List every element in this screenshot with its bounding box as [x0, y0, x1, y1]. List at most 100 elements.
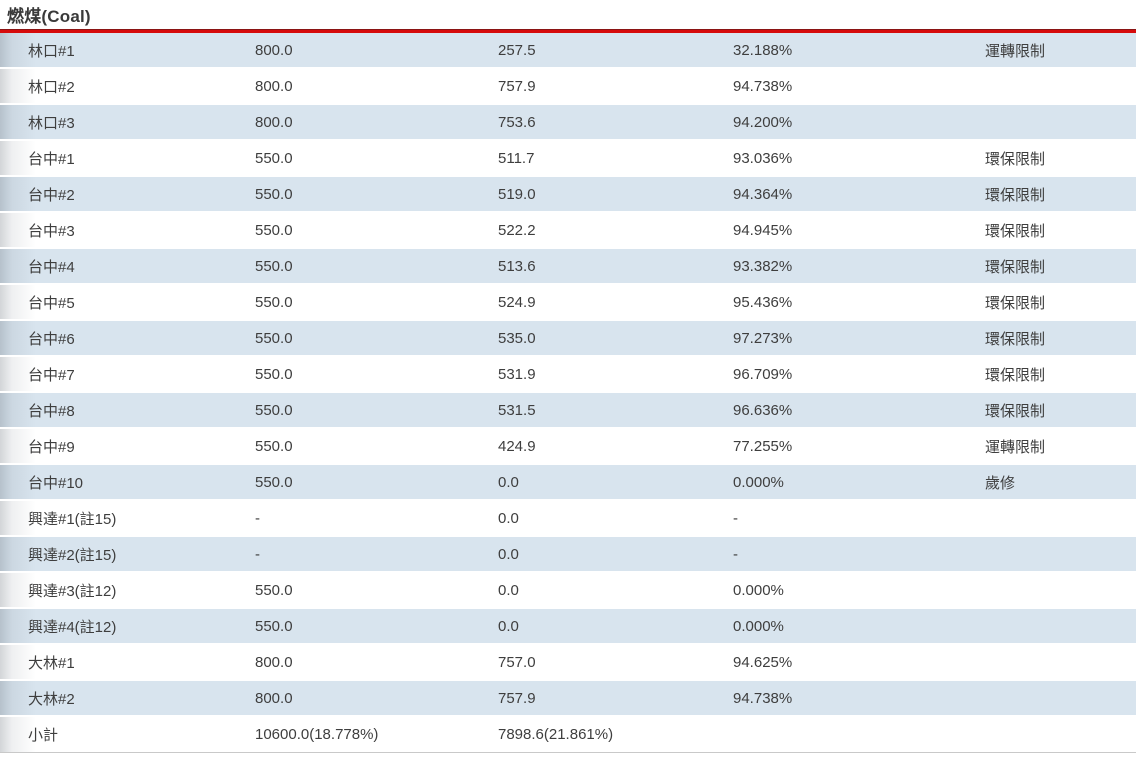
table-row: 大林#2 800.0 757.9 94.738% [0, 681, 1136, 717]
capacity-cell: 550.0 [227, 213, 470, 249]
table-row: 林口#3 800.0 753.6 94.200% [0, 105, 1136, 141]
table-row: 台中#6 550.0 535.0 97.273% 環保限制 [0, 321, 1136, 357]
unit-name-cell: 台中#4 [0, 249, 227, 285]
status-note-cell: 環保限制 [957, 249, 1136, 285]
capacity-cell: 800.0 [227, 69, 470, 105]
capacity-cell: - [227, 537, 470, 573]
table-row: 興達#1(註15) - 0.0 - [0, 501, 1136, 537]
status-note-cell: 環保限制 [957, 321, 1136, 357]
table-row: 台中#1 550.0 511.7 93.036% 環保限制 [0, 141, 1136, 177]
unit-name-cell: 林口#3 [0, 105, 227, 141]
unit-name-cell: 台中#3 [0, 213, 227, 249]
coal-units-table: 林口#1 800.0 257.5 32.188% 運轉限制 林口#2 800.0… [0, 33, 1136, 753]
capacity-cell: 800.0 [227, 681, 470, 717]
output-cell: 753.6 [470, 105, 705, 141]
unit-name-cell: 興達#1(註15) [0, 501, 227, 537]
percent-cell: 94.625% [705, 645, 957, 681]
capacity-cell: 550.0 [227, 141, 470, 177]
percent-cell: 96.636% [705, 393, 957, 429]
status-note-cell [957, 645, 1136, 681]
unit-name-cell: 台中#7 [0, 357, 227, 393]
capacity-cell: 800.0 [227, 33, 470, 69]
percent-cell: - [705, 537, 957, 573]
unit-name-cell: 興達#4(註12) [0, 609, 227, 645]
table-row: 興達#2(註15) - 0.0 - [0, 537, 1136, 573]
output-cell: 519.0 [470, 177, 705, 213]
unit-name-cell: 台中#1 [0, 141, 227, 177]
percent-cell: 93.382% [705, 249, 957, 285]
status-note-cell: 環保限制 [957, 357, 1136, 393]
section-header: 燃煤(Coal) [0, 0, 1136, 29]
percent-cell: 77.255% [705, 429, 957, 465]
unit-name-cell: 台中#10 [0, 465, 227, 501]
unit-name-cell: 台中#5 [0, 285, 227, 321]
table-row: 台中#2 550.0 519.0 94.364% 環保限制 [0, 177, 1136, 213]
capacity-cell: 550.0 [227, 285, 470, 321]
table-row: 小計 10600.0(18.778%) 7898.6(21.861%) [0, 717, 1136, 753]
output-cell: 531.9 [470, 357, 705, 393]
output-cell: 524.9 [470, 285, 705, 321]
status-note-cell: 歲修 [957, 465, 1136, 501]
output-cell: 535.0 [470, 321, 705, 357]
status-note-cell: 環保限制 [957, 285, 1136, 321]
status-note-cell: 環保限制 [957, 213, 1136, 249]
table-row: 大林#1 800.0 757.0 94.625% [0, 645, 1136, 681]
table-row: 林口#2 800.0 757.9 94.738% [0, 69, 1136, 105]
output-cell: 0.0 [470, 465, 705, 501]
status-note-cell [957, 105, 1136, 141]
percent-cell: 0.000% [705, 573, 957, 609]
percent-cell: 0.000% [705, 609, 957, 645]
status-note-cell [957, 501, 1136, 537]
output-cell: 257.5 [470, 33, 705, 69]
output-cell: 757.9 [470, 681, 705, 717]
table-row: 興達#3(註12) 550.0 0.0 0.000% [0, 573, 1136, 609]
status-note-cell [957, 681, 1136, 717]
percent-cell: 94.200% [705, 105, 957, 141]
table-row: 台中#9 550.0 424.9 77.255% 運轉限制 [0, 429, 1136, 465]
table-row: 台中#10 550.0 0.0 0.000% 歲修 [0, 465, 1136, 501]
output-cell: 0.0 [470, 537, 705, 573]
percent-cell: 93.036% [705, 141, 957, 177]
capacity-cell: 550.0 [227, 177, 470, 213]
output-cell: 0.0 [470, 573, 705, 609]
output-cell: 531.5 [470, 393, 705, 429]
table-row: 興達#4(註12) 550.0 0.0 0.000% [0, 609, 1136, 645]
capacity-cell: 550.0 [227, 249, 470, 285]
percent-cell: 97.273% [705, 321, 957, 357]
status-note-cell [957, 609, 1136, 645]
table-row: 台中#4 550.0 513.6 93.382% 環保限制 [0, 249, 1136, 285]
capacity-cell: 800.0 [227, 645, 470, 681]
unit-name-cell: 小計 [0, 717, 227, 753]
unit-name-cell: 台中#8 [0, 393, 227, 429]
percent-cell: 94.945% [705, 213, 957, 249]
capacity-cell: 550.0 [227, 609, 470, 645]
status-note-cell: 環保限制 [957, 177, 1136, 213]
unit-name-cell: 興達#2(註15) [0, 537, 227, 573]
output-cell: 757.9 [470, 69, 705, 105]
table-row: 台中#7 550.0 531.9 96.709% 環保限制 [0, 357, 1136, 393]
section-title: 燃煤(Coal) [7, 7, 91, 26]
table-row: 台中#5 550.0 524.9 95.436% 環保限制 [0, 285, 1136, 321]
capacity-cell: 550.0 [227, 465, 470, 501]
output-cell: 511.7 [470, 141, 705, 177]
percent-cell: - [705, 501, 957, 537]
status-note-cell: 運轉限制 [957, 33, 1136, 69]
status-note-cell: 環保限制 [957, 393, 1136, 429]
status-note-cell [957, 573, 1136, 609]
percent-cell: 32.188% [705, 33, 957, 69]
unit-name-cell: 台中#6 [0, 321, 227, 357]
table-row: 台中#8 550.0 531.5 96.636% 環保限制 [0, 393, 1136, 429]
status-note-cell [957, 537, 1136, 573]
unit-name-cell: 大林#2 [0, 681, 227, 717]
output-cell: 7898.6(21.861%) [470, 717, 705, 753]
status-note-cell: 運轉限制 [957, 429, 1136, 465]
capacity-cell: 550.0 [227, 321, 470, 357]
percent-cell: 0.000% [705, 465, 957, 501]
capacity-cell: 550.0 [227, 357, 470, 393]
percent-cell: 95.436% [705, 285, 957, 321]
percent-cell: 94.364% [705, 177, 957, 213]
unit-name-cell: 大林#1 [0, 645, 227, 681]
percent-cell: 94.738% [705, 681, 957, 717]
capacity-cell: 10600.0(18.778%) [227, 717, 470, 753]
unit-name-cell: 台中#9 [0, 429, 227, 465]
